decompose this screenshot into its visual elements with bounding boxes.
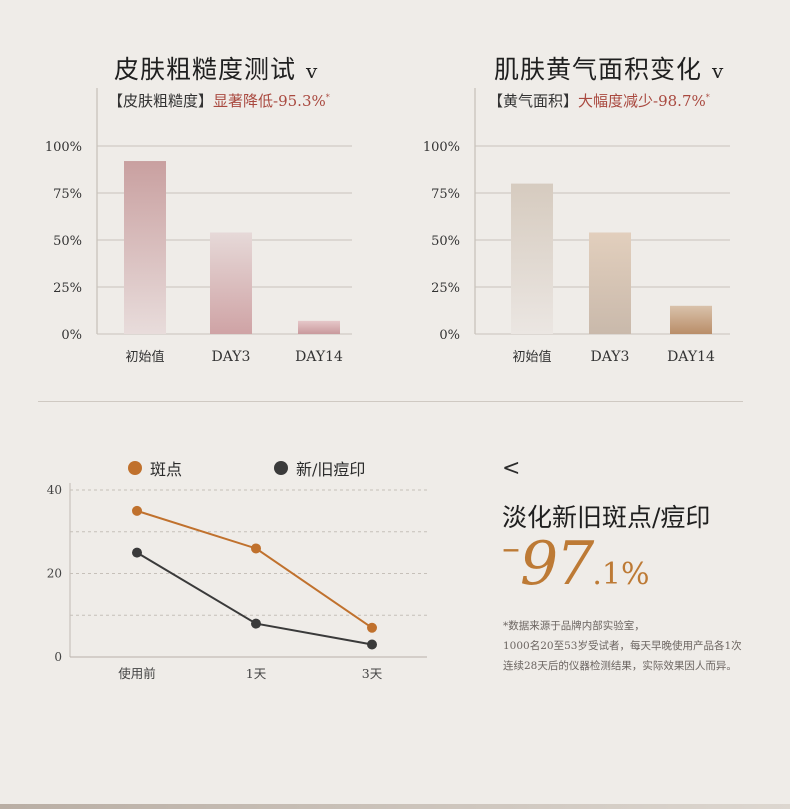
series-0-point	[132, 505, 142, 516]
roughness-subtitle: 【皮肤粗糙度】显著降低-95.3%*	[108, 90, 330, 111]
stat-integer: 97	[520, 529, 594, 599]
y-tick-label: 100%	[45, 140, 82, 155]
chevron-down-icon[interactable]: v	[306, 59, 319, 83]
legend-marker-acne-marks	[274, 461, 288, 475]
note-line: 1000名20至53岁受试者，每天早晚使用产品各1次	[503, 640, 742, 652]
stat-minus: –	[502, 528, 520, 569]
x-tick-label: 使用前	[118, 666, 156, 681]
yellowness-bar-chart: 100% 75% 50% 25% 0% 初始值 DAY3 DAY14	[423, 88, 730, 365]
y-tick-label: 100%	[423, 140, 460, 155]
yellowness-title-text: 肌肤黄气面积变化	[494, 55, 703, 84]
y-tick-label: 40	[47, 483, 62, 497]
series-1-point	[132, 547, 142, 558]
bar-2	[670, 305, 712, 334]
bottom-bar	[0, 804, 790, 809]
chevron-down-icon[interactable]: v	[712, 59, 725, 83]
bar-0	[511, 183, 553, 334]
y-tick-label: 20	[47, 567, 62, 581]
note-line: 连续28天后的仪器检测结果，实际效果因人而异。	[503, 660, 737, 672]
yellowness-subtitle-highlight: 大幅度减少-98.7%	[578, 92, 706, 110]
x-tick-label: 1天	[246, 666, 267, 681]
y-tick-label: 75%	[431, 187, 460, 202]
yellowness-footnote-mark: *	[705, 93, 710, 102]
roughness-bar-chart: 100% 75% 50% 25% 0% 初始值 DAY3 DAY14	[45, 88, 352, 365]
yellowness-subtitle: 【黄气面积】大幅度减少-98.7%*	[488, 90, 710, 111]
legend-label-acne-marks: 新/旧痘印	[296, 460, 366, 479]
stat-decimal: .1	[592, 557, 621, 592]
bar-1	[589, 232, 631, 334]
x-tick-label: 3天	[362, 666, 383, 681]
back-arrow-icon[interactable]: <	[502, 456, 521, 481]
x-tick-label: 初始值	[512, 349, 551, 365]
series-1-point	[251, 618, 261, 629]
roughness-footnote-mark: *	[325, 93, 330, 102]
stat-title: 淡化新旧斑点/痘印	[502, 503, 711, 532]
y-tick-label: 25%	[431, 281, 460, 296]
roughness-title-text: 皮肤粗糙度测试	[114, 55, 297, 84]
y-tick-label: 0%	[439, 328, 460, 343]
x-tick-label: 初始值	[125, 349, 164, 365]
x-tick-label: DAY14	[295, 349, 343, 365]
yellowness-title: 肌肤黄气面积变化 v	[494, 50, 724, 86]
series-line-0	[136, 509, 373, 629]
y-tick-label: 75%	[53, 187, 82, 202]
y-tick-label: 0%	[61, 328, 82, 343]
spots-line-chart: 40 20 0 使用前 1天 3天	[47, 483, 427, 681]
y-tick-label: 50%	[431, 234, 460, 249]
x-tick-label: DAY3	[591, 349, 630, 365]
data-source-note: *数据来源于品牌内部实验室， 1000名20至53岁受试者，每天早晚使用产品各1…	[503, 616, 742, 676]
roughness-title: 皮肤粗糙度测试 v	[114, 50, 318, 86]
y-tick-label: 0	[54, 650, 62, 664]
series-0-point	[251, 543, 261, 554]
stat-percent: –97.1%	[502, 528, 650, 600]
series-0-point	[367, 622, 377, 633]
roughness-subtitle-prefix: 【皮肤粗糙度】	[108, 92, 214, 110]
stat-percent-sign: %	[620, 557, 650, 592]
series-line-1	[136, 551, 373, 646]
legend-item-acne-marks: 新/旧痘印	[274, 456, 365, 480]
yellowness-subtitle-prefix: 【黄气面积】	[488, 92, 579, 110]
bar-1	[210, 232, 252, 334]
legend-label-spots: 斑点	[150, 460, 183, 479]
bar-0	[124, 161, 166, 334]
y-tick-label: 25%	[53, 281, 82, 296]
legend-item-spots: 斑点	[128, 456, 182, 480]
y-tick-label: 50%	[53, 234, 82, 249]
legend-marker-spots	[128, 461, 142, 475]
roughness-subtitle-highlight: 显著降低-95.3%	[213, 92, 326, 110]
x-tick-label: DAY3	[212, 349, 251, 365]
series-1-point	[367, 639, 377, 650]
note-line: *数据来源于品牌内部实验室，	[503, 620, 645, 632]
section-divider	[38, 401, 743, 402]
bar-2	[298, 320, 340, 334]
x-tick-label: DAY14	[667, 349, 715, 365]
